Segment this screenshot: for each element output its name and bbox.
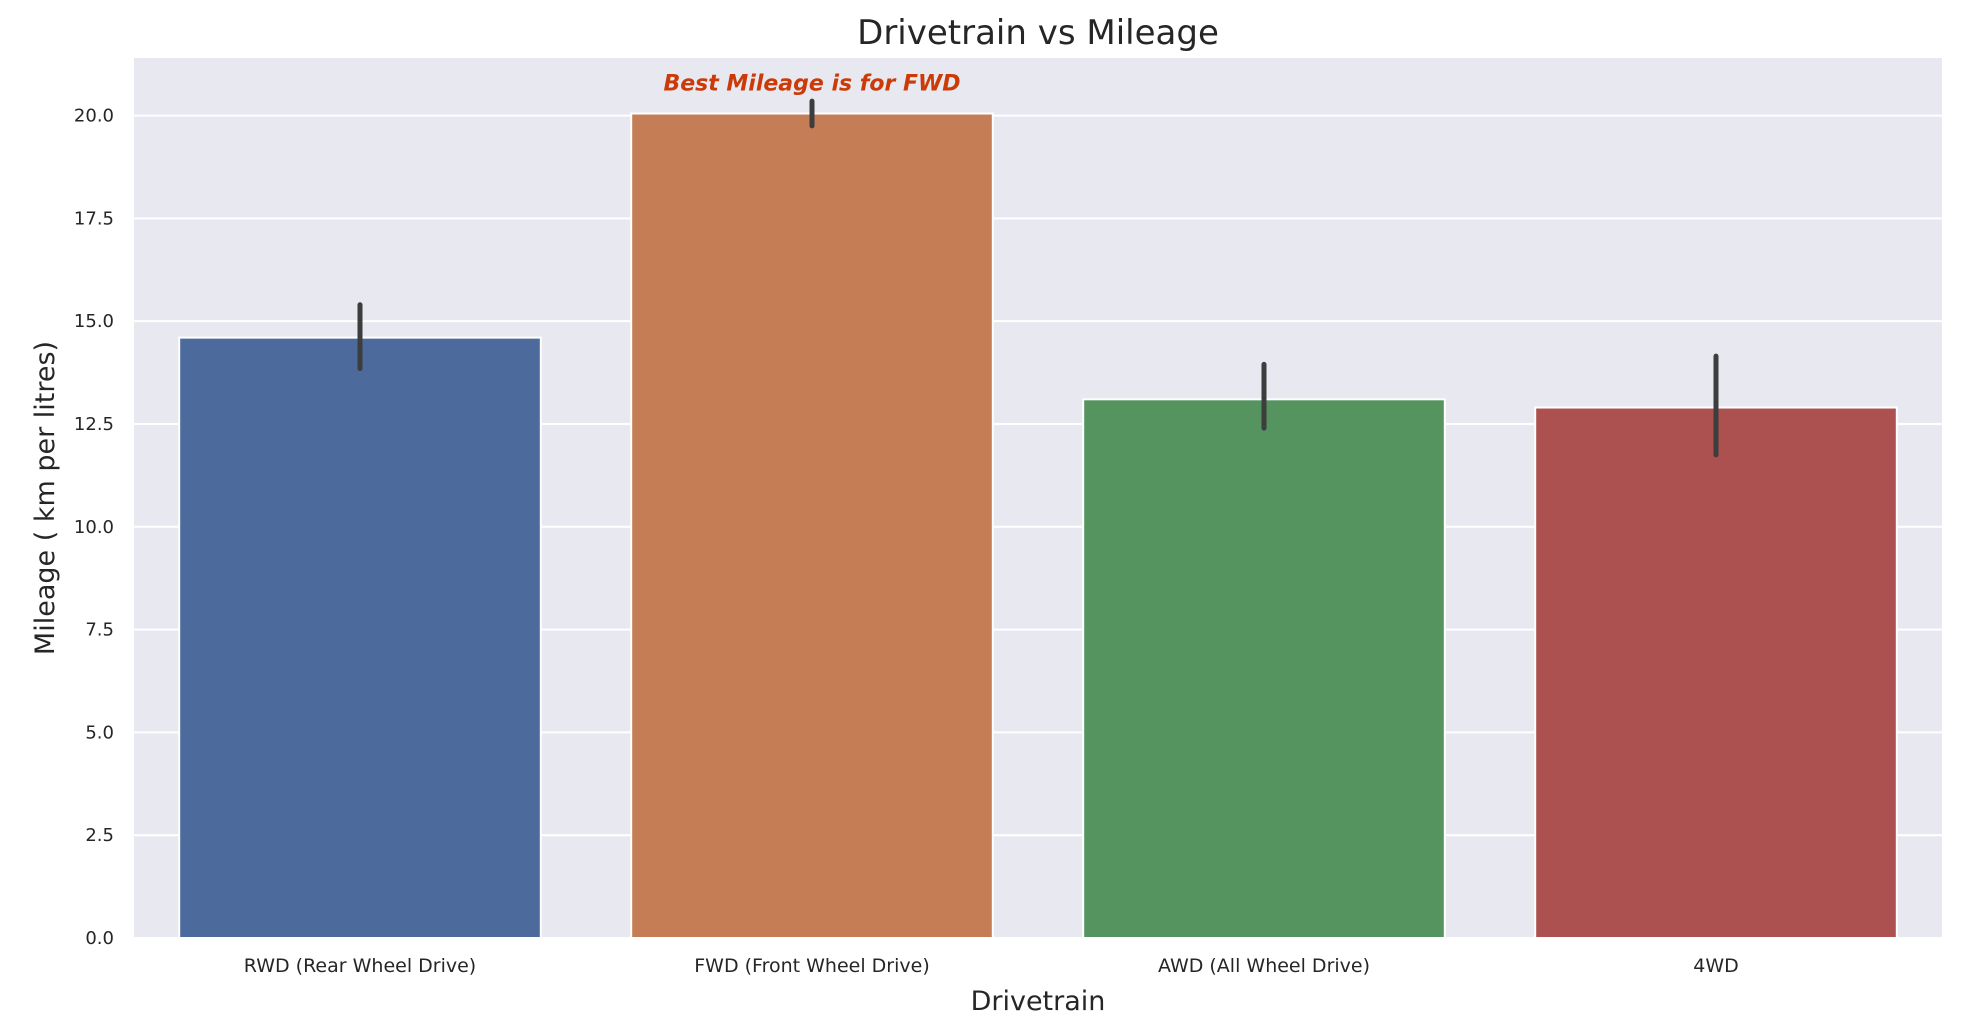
bar xyxy=(1082,398,1446,939)
x-tick-label: 4WD xyxy=(1693,955,1739,977)
bar xyxy=(178,336,542,939)
y-tick-label: 17.5 xyxy=(74,208,114,229)
bar xyxy=(630,112,994,939)
x-tick-label: RWD (Rear Wheel Drive) xyxy=(244,955,476,977)
x-tick-labels: RWD (Rear Wheel Drive) FWD (Front Wheel D… xyxy=(244,955,1739,977)
y-axis-title: Mileage ( km per litres) xyxy=(30,341,61,655)
y-tick-label: 2.5 xyxy=(85,825,114,846)
x-tick-label: FWD (Front Wheel Drive) xyxy=(694,955,930,977)
bar xyxy=(1534,406,1898,939)
bars xyxy=(178,112,1898,939)
y-tick-label: 0.0 xyxy=(85,928,114,949)
y-tick-label: 12.5 xyxy=(74,414,114,435)
error-bars xyxy=(357,98,1719,458)
y-tick-label: 20.0 xyxy=(74,106,114,127)
x-tick-label: AWD (All Wheel Drive) xyxy=(1158,955,1370,977)
y-tick-label: 10.0 xyxy=(74,517,114,538)
chart-title: Drivetrain vs Mileage xyxy=(857,13,1219,53)
annotation-text: Best Mileage is for FWD xyxy=(663,72,960,97)
y-tick-labels: 0.0 2.5 5.0 7.5 10.0 12.5 15.0 17.5 20.0 xyxy=(74,106,114,949)
y-tick-label: 5.0 xyxy=(85,722,114,743)
y-tick-label: 15.0 xyxy=(74,311,114,332)
y-tick-label: 7.5 xyxy=(85,620,114,641)
x-axis-title: Drivetrain xyxy=(971,986,1106,1017)
